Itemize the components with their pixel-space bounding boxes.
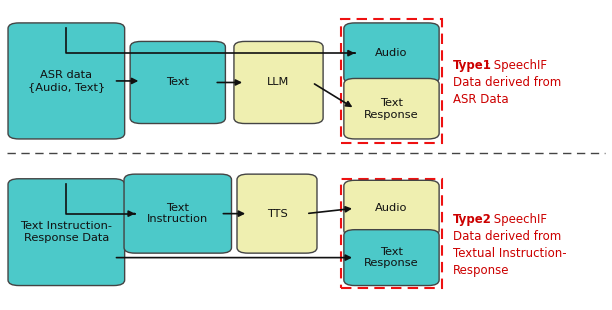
Text: Text
Response: Text Response	[364, 98, 419, 120]
Text: Textual Instruction-: Textual Instruction-	[452, 247, 566, 260]
Text: ASR data
{Audio, Text}: ASR data {Audio, Text}	[28, 70, 105, 92]
Text: Text Instruction-
Response Data: Text Instruction- Response Data	[20, 221, 113, 243]
FancyBboxPatch shape	[344, 23, 439, 83]
FancyBboxPatch shape	[234, 42, 323, 123]
Text: Text
Response: Text Response	[364, 247, 419, 268]
Text: Data derived from: Data derived from	[452, 230, 561, 243]
Text: Audio: Audio	[375, 203, 408, 213]
Text: Response: Response	[452, 264, 509, 277]
FancyBboxPatch shape	[344, 180, 439, 236]
Text: TTS: TTS	[267, 209, 288, 219]
Bar	[341, 19, 442, 143]
Text: : SpeechIF: : SpeechIF	[486, 213, 547, 226]
Text: Type2: Type2	[452, 213, 491, 226]
FancyBboxPatch shape	[124, 174, 231, 253]
FancyBboxPatch shape	[344, 230, 439, 286]
FancyBboxPatch shape	[8, 179, 125, 286]
Text: : SpeechIF: : SpeechIF	[486, 59, 547, 72]
Bar	[341, 179, 442, 288]
Text: Type1: Type1	[452, 59, 491, 72]
Text: Text: Text	[166, 78, 189, 87]
FancyBboxPatch shape	[237, 174, 317, 253]
Text: LLM: LLM	[267, 78, 289, 87]
FancyBboxPatch shape	[344, 78, 439, 139]
FancyBboxPatch shape	[8, 23, 125, 139]
Text: Audio: Audio	[375, 48, 408, 58]
FancyBboxPatch shape	[130, 42, 225, 123]
Text: ASR Data: ASR Data	[452, 93, 508, 106]
Text: Text
Instruction: Text Instruction	[147, 203, 209, 224]
Text: Data derived from: Data derived from	[452, 76, 561, 89]
